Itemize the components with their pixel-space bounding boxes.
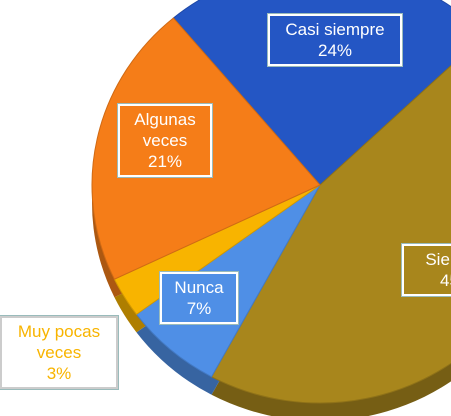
data-label: Algunas veces 21% bbox=[118, 104, 212, 177]
value-label: 3% bbox=[46, 364, 72, 383]
slice bbox=[210, 65, 451, 404]
category-name: Algunas veces bbox=[134, 110, 196, 150]
category-name: Siempre bbox=[425, 250, 451, 269]
data-label: Nunca 7% bbox=[160, 272, 238, 324]
value-label: 24% bbox=[317, 41, 353, 60]
data-label: Muy pocas veces 3% bbox=[0, 316, 118, 389]
value-label: 21% bbox=[147, 152, 183, 171]
value-label: 7% bbox=[186, 299, 212, 318]
value-label: 45% bbox=[439, 271, 451, 290]
category-name: Casi siempre bbox=[285, 20, 385, 39]
data-label: Siempre 45% bbox=[402, 244, 451, 296]
category-name: Nunca bbox=[174, 278, 224, 297]
category-name: Muy pocas veces bbox=[17, 322, 101, 362]
data-label: Casi siempre 24% bbox=[268, 14, 402, 66]
